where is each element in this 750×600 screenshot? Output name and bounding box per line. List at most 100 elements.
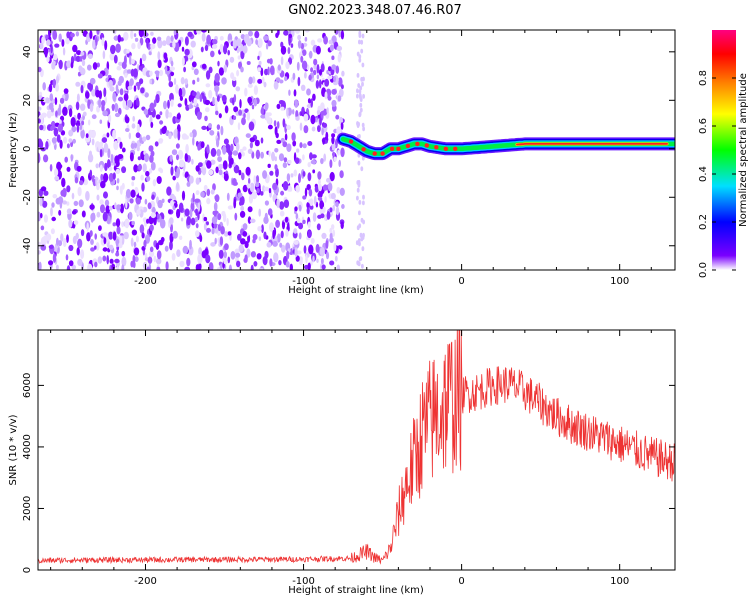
noise-cell <box>130 143 135 149</box>
noise-cell <box>235 142 240 152</box>
noise-cell <box>137 156 142 161</box>
noise-cell <box>92 39 96 50</box>
noise-cell <box>307 230 312 238</box>
noise-cell <box>329 159 333 169</box>
noise-cell <box>176 208 181 219</box>
noise-cell <box>269 65 275 76</box>
noise-cell <box>98 98 102 108</box>
noise-cell <box>308 244 314 255</box>
noise-cell <box>70 117 76 127</box>
noise-cell <box>208 123 212 128</box>
noise-cell <box>87 153 94 163</box>
noise-cell <box>181 190 186 201</box>
noise-cell <box>309 198 314 207</box>
noise-cell <box>331 142 336 151</box>
noise-cell <box>184 48 190 56</box>
noise-cell <box>38 140 44 149</box>
noise-cell <box>275 77 281 82</box>
noise-cell <box>236 260 241 268</box>
carrier-core <box>516 143 668 146</box>
noise-cell <box>264 68 269 76</box>
noise-cell <box>116 266 120 270</box>
noise-cell <box>358 200 362 205</box>
noise-cell <box>237 233 242 241</box>
noise-cell <box>223 44 228 55</box>
noise-cell <box>237 55 241 60</box>
noise-cell <box>280 190 285 196</box>
noise-cell <box>39 42 44 50</box>
noise-cell <box>359 102 363 108</box>
noise-cell <box>120 203 124 214</box>
noise-cell <box>184 208 190 217</box>
carrier-peak <box>361 147 366 152</box>
noise-cell <box>252 238 256 244</box>
noise-cell <box>85 190 90 201</box>
noise-cell <box>56 75 59 84</box>
noise-cell <box>297 76 301 87</box>
noise-cell <box>223 259 228 265</box>
spectrogram-marks <box>38 30 675 270</box>
noise-cell <box>329 207 333 213</box>
noise-cell <box>292 140 297 147</box>
noise-cell <box>76 165 82 172</box>
noise-cell <box>264 102 268 112</box>
noise-cell <box>116 185 119 191</box>
noise-cell <box>304 36 308 42</box>
noise-cell <box>40 186 47 192</box>
noise-cell <box>73 200 79 206</box>
noise-cell <box>107 148 111 159</box>
noise-cell <box>278 260 282 266</box>
noise-cell <box>302 219 306 224</box>
noise-cell <box>208 169 214 176</box>
noise-cell <box>331 88 337 95</box>
noise-cell <box>201 166 204 173</box>
noise-cell <box>206 144 210 154</box>
noise-cell <box>312 93 316 102</box>
noise-cell <box>52 78 57 89</box>
snr-x-label: Height of straight line (km) <box>288 585 424 596</box>
noise-cell <box>46 55 50 63</box>
noise-cell <box>55 264 59 270</box>
noise-cell <box>150 43 156 50</box>
noise-cell <box>322 122 328 128</box>
noise-cell <box>338 30 342 38</box>
noise-cell <box>143 239 147 248</box>
noise-cell <box>66 185 71 193</box>
noise-cell <box>168 132 172 140</box>
noise-cell <box>117 136 122 143</box>
noise-cell <box>147 256 153 265</box>
noise-cell <box>203 223 207 231</box>
noise-cell <box>288 33 293 39</box>
noise-cell <box>178 87 183 98</box>
noise-cell <box>63 88 69 94</box>
noise-cell <box>361 235 365 240</box>
noise-cell <box>302 143 307 149</box>
noise-cell <box>41 36 45 45</box>
noise-cell <box>283 157 288 163</box>
noise-cell <box>66 234 69 243</box>
noise-cell <box>184 78 188 85</box>
noise-cell <box>358 89 362 94</box>
noise-cell <box>86 222 89 232</box>
noise-cell <box>218 163 224 170</box>
noise-cell <box>131 123 136 129</box>
snr-axes-frame <box>37 329 676 571</box>
noise-cell <box>286 173 291 182</box>
noise-cell <box>184 135 189 140</box>
noise-cell <box>340 221 344 229</box>
noise-cell <box>276 121 280 129</box>
noise-cell <box>315 45 321 55</box>
noise-cell <box>307 221 311 229</box>
noise-cell <box>131 220 135 226</box>
noise-cell <box>68 108 73 118</box>
noise-cell <box>237 192 243 198</box>
noise-cell <box>149 70 153 77</box>
noise-cell <box>223 138 229 145</box>
noise-cell <box>216 149 221 157</box>
noise-cell <box>99 119 103 124</box>
noise-cell <box>198 247 203 256</box>
noise-cell <box>238 169 242 176</box>
noise-cell <box>284 76 288 82</box>
noise-cell <box>294 99 299 108</box>
noise-cell <box>176 154 179 161</box>
